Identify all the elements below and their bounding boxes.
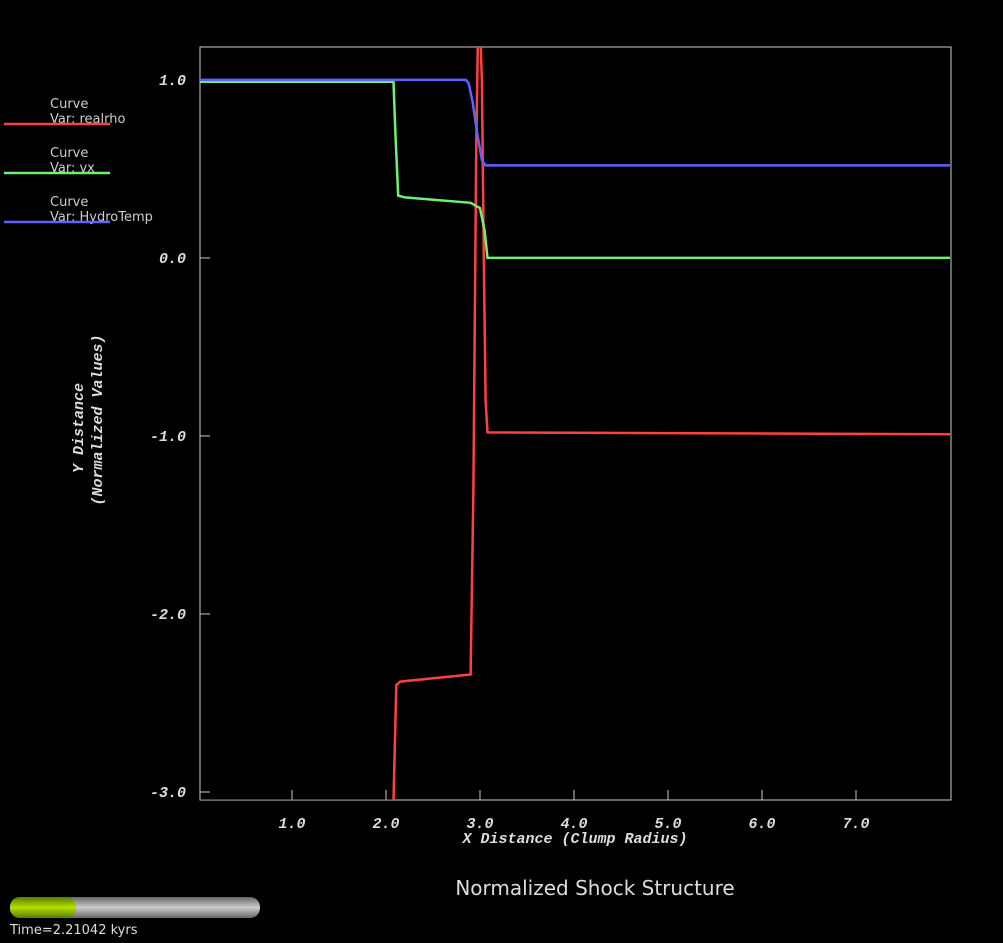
line-series (200, 78, 950, 167)
y-tick-label: -1.0 (150, 429, 186, 446)
legend-title: Curve (50, 97, 88, 112)
y-tick-label: 1.0 (159, 73, 186, 90)
time-label: Time=2.21042 kyrs (9, 923, 138, 938)
x-tick-label: 5.0 (654, 816, 681, 833)
plot-frame (199, 46, 952, 801)
x-axis-label: X Distance (Clump Radius) (461, 831, 687, 848)
time-bar-fill (10, 897, 76, 918)
y-axis-label: (Normalized Values) (90, 334, 107, 505)
y-tick-label: -3.0 (150, 785, 186, 802)
line-series (200, 47, 951, 800)
line-series (200, 80, 950, 260)
legend-title: Curve (50, 195, 88, 210)
y-axis-label: Y Distance (71, 383, 88, 473)
legend-title: Curve (50, 146, 88, 161)
x-tick-label: 7.0 (842, 816, 869, 833)
x-tick-label: 3.0 (466, 816, 493, 833)
y-tick-label: 0.0 (159, 251, 186, 268)
x-tick-label: 6.0 (748, 816, 775, 833)
chart-title: Normalized Shock Structure (455, 876, 734, 900)
x-tick-label: 4.0 (560, 816, 587, 833)
y-tick-label: -2.0 (150, 607, 186, 624)
x-tick-label: 2.0 (372, 816, 399, 833)
plot-area (200, 47, 951, 800)
x-tick-label: 1.0 (278, 816, 305, 833)
